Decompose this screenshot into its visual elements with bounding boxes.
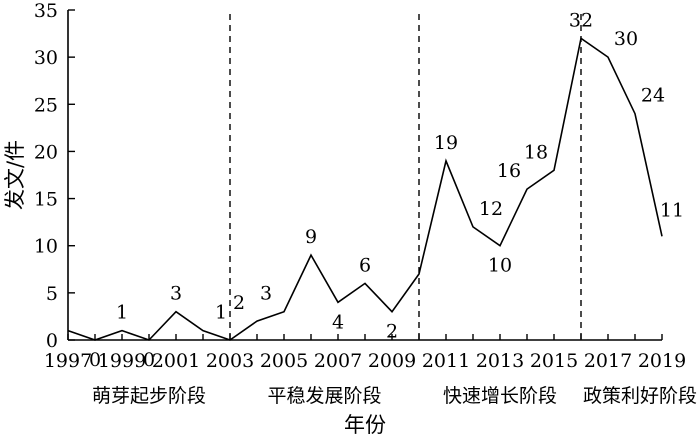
- x-tick-label: 2013: [476, 350, 524, 372]
- x-tick-label: 1997: [44, 350, 92, 372]
- series-line: [67, 36, 663, 341]
- x-tick-label: 1999: [98, 350, 146, 372]
- data-label: 9: [305, 226, 317, 248]
- y-tick-label: 20: [34, 141, 58, 163]
- stage-label: 快速增长阶段: [443, 385, 557, 407]
- data-label: 2: [233, 292, 245, 314]
- data-label: 10: [488, 255, 512, 277]
- stage-label: 萌芽起步阶段: [92, 385, 206, 407]
- y-axis-title: 发文/件: [3, 140, 27, 210]
- x-tick-label: 2005: [260, 350, 308, 372]
- y-tick-label: 35: [34, 0, 58, 22]
- data-label: 18: [524, 141, 548, 163]
- x-tick-label: 2015: [530, 350, 578, 372]
- x-tick-label: 2007: [314, 350, 362, 372]
- x-tick-label: 2003: [206, 350, 254, 372]
- data-label: 12: [479, 198, 503, 220]
- data-label: 1: [215, 302, 227, 324]
- data-label: 4: [332, 311, 344, 333]
- data-label: 6: [359, 254, 371, 276]
- y-tick-label: 0: [46, 330, 58, 352]
- data-label: 32: [569, 9, 593, 31]
- data-label: 0: [143, 349, 155, 371]
- stage-label: 政策利好阶段: [583, 385, 697, 407]
- data-label: 24: [641, 85, 665, 107]
- data-label: 0: [89, 349, 101, 371]
- y-ticks: 0 5 10 15 20 25 30 35: [34, 0, 75, 352]
- data-label: 1: [116, 302, 128, 324]
- data-label: 2: [386, 321, 398, 343]
- data-label: 3: [260, 283, 272, 305]
- x-axis-title: 年份: [344, 413, 386, 437]
- y-tick-label: 25: [34, 94, 58, 116]
- x-tick-label: 2009: [368, 350, 416, 372]
- data-label: 16: [497, 160, 521, 182]
- x-tick-label: 2011: [422, 350, 470, 372]
- data-label: 30: [614, 28, 638, 50]
- y-tick-label: 5: [46, 283, 58, 305]
- x-tick-label: 2001: [152, 350, 200, 372]
- data-label: 11: [660, 199, 684, 221]
- y-tick-label: 10: [34, 236, 58, 258]
- stage-dividers: [229, 14, 582, 340]
- data-label: 3: [170, 283, 182, 305]
- data-label: 19: [434, 132, 458, 154]
- x-tick-label: 2019: [638, 350, 686, 372]
- x-ticks: 1997 1999 2001 2003 2005 2007 2009 2011 2013 2015…: [44, 334, 686, 372]
- y-tick-label: 15: [34, 189, 58, 211]
- stage-label: 平稳发展阶段: [267, 385, 381, 407]
- x-tick-label: 2017: [584, 350, 632, 372]
- stage-labels: 萌芽起步阶段 平稳发展阶段 快速增长阶段 政策利好阶段: [92, 385, 697, 407]
- y-tick-label: 30: [34, 47, 58, 69]
